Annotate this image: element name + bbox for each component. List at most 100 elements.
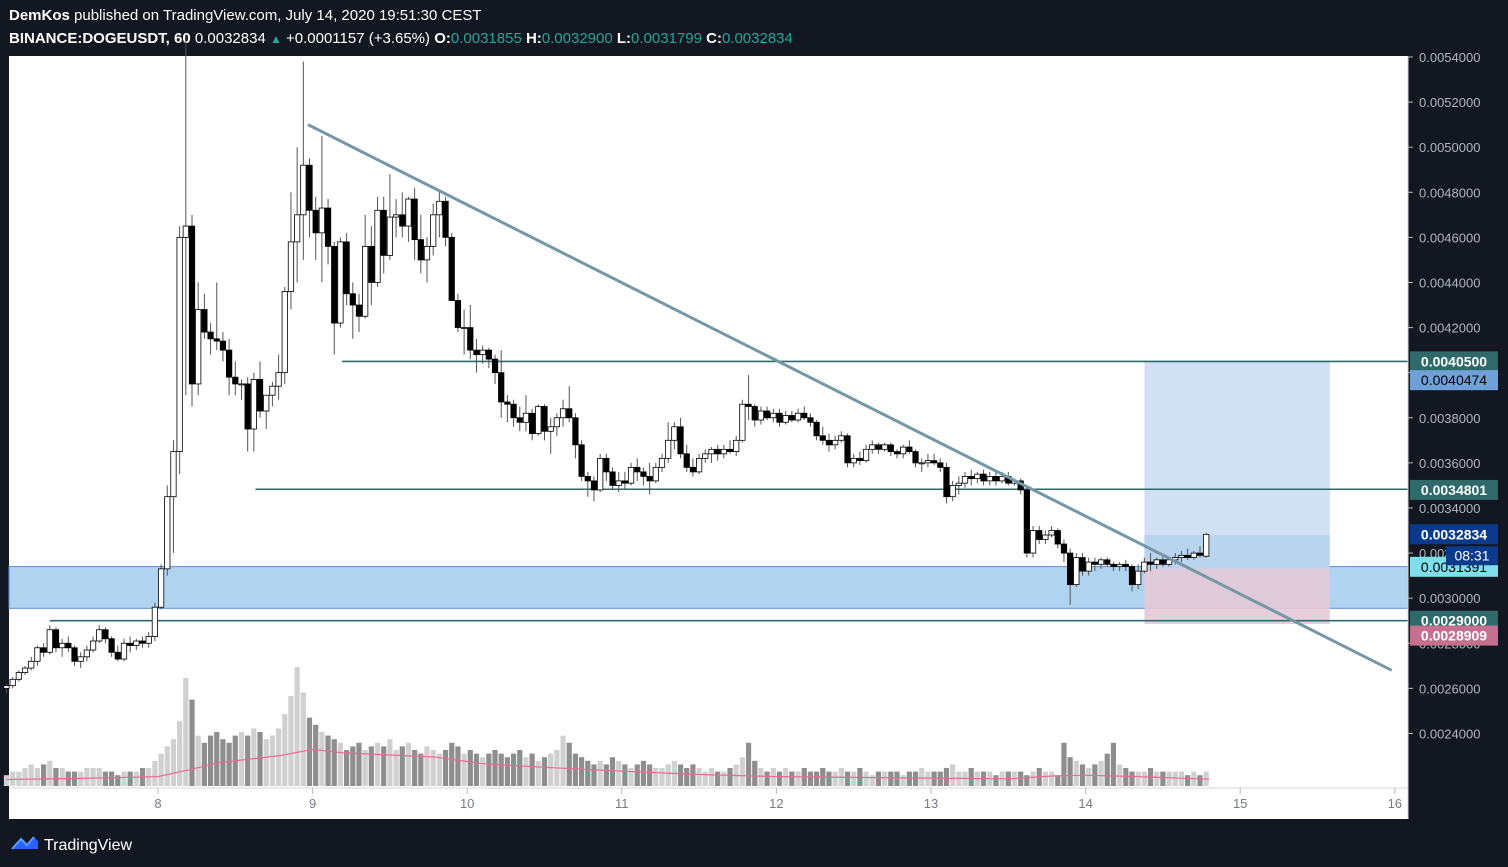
- volume-bar: [473, 753, 480, 786]
- candle-body: [992, 475, 1000, 482]
- volume-bar: [919, 768, 925, 786]
- candle-body: [108, 638, 115, 653]
- volume-bar: [844, 771, 851, 786]
- author-name[interactable]: DemKos: [9, 7, 70, 24]
- volume-bar: [331, 739, 337, 786]
- volume-bar: [882, 771, 888, 786]
- volume-bar: [1024, 775, 1030, 786]
- candle-body: [324, 207, 332, 247]
- volume-bar: [245, 735, 251, 786]
- time-tick-label: 9: [309, 796, 316, 811]
- time-axis[interactable]: 8 9 10 11 12 13 14 15 16: [154, 788, 1402, 811]
- open-label: O:: [434, 30, 451, 47]
- volume-bar: [257, 732, 263, 786]
- last-price: 0.0032834: [194, 30, 266, 47]
- volume-bar: [1110, 742, 1117, 786]
- volume-bar: [925, 771, 931, 786]
- candle-body: [1196, 552, 1204, 556]
- volume-bar: [752, 760, 758, 786]
- volume-bar: [96, 768, 102, 786]
- volume-bar: [1135, 771, 1141, 786]
- volume-bar: [634, 764, 640, 786]
- candle-body: [34, 647, 41, 662]
- candle-body: [182, 225, 189, 238]
- price-tick-label: 0.0036000: [1419, 456, 1480, 471]
- candle-body: [819, 435, 826, 441]
- volume-bar: [968, 768, 974, 786]
- level-lines-layer: [49, 360, 1408, 622]
- position-stop-zone[interactable]: [1144, 568, 1330, 625]
- candle-body: [102, 629, 109, 640]
- candle-body: [436, 200, 443, 216]
- close-label: C:: [706, 30, 722, 47]
- candle-body: [535, 406, 542, 434]
- candle-body: [875, 444, 882, 450]
- volume-bar: [863, 771, 869, 786]
- candle-body: [702, 453, 709, 459]
- candle-body: [1097, 559, 1105, 565]
- volume-bar: [851, 771, 857, 786]
- time-tick-label: 15: [1233, 796, 1247, 811]
- price-tick-label: 0.0044000: [1419, 275, 1480, 290]
- candle-body: [417, 239, 424, 261]
- volume-bar: [591, 764, 597, 786]
- candle-body: [739, 403, 746, 441]
- candle-body: [213, 338, 220, 342]
- volume-bar: [523, 757, 529, 786]
- volume-bar: [28, 764, 34, 786]
- low-value: 0.0031799: [631, 30, 702, 47]
- candle-body: [337, 241, 344, 324]
- volume-bar: [900, 775, 906, 786]
- volume-bar: [1048, 771, 1055, 786]
- volume-bar: [745, 742, 752, 786]
- candle-body: [232, 376, 239, 385]
- candle-body: [1110, 563, 1117, 567]
- candle-body: [386, 216, 394, 256]
- trendline-layer[interactable]: [307, 123, 1393, 672]
- volume-bar: [486, 753, 492, 786]
- candle-body: [887, 444, 894, 452]
- volume-bar: [300, 692, 306, 786]
- candle-body: [733, 439, 740, 452]
- candle-body: [374, 209, 381, 283]
- candle-body: [157, 568, 165, 608]
- volume-bar: [294, 667, 300, 786]
- position-target-zone[interactable]: [1144, 361, 1330, 536]
- candle-body: [1060, 543, 1068, 554]
- descending-trendline[interactable]: [307, 123, 1393, 672]
- candle-body: [195, 309, 202, 385]
- volume-bar: [480, 757, 486, 786]
- volume-bar: [492, 750, 498, 786]
- candle-body: [21, 667, 29, 673]
- candle-body: [912, 451, 919, 464]
- volume-bar: [84, 768, 90, 786]
- volume-bar: [993, 775, 999, 786]
- volume-bar: [325, 735, 331, 786]
- volume-bar: [498, 753, 504, 786]
- volume-bar: [585, 760, 591, 786]
- tradingview-logo[interactable]: TradingView: [10, 833, 132, 855]
- candle-body: [559, 408, 567, 419]
- candle-body: [943, 466, 950, 498]
- volume-bar: [1042, 771, 1049, 786]
- candle-body: [924, 460, 932, 464]
- price-label-text: 0.0029000: [1421, 613, 1487, 629]
- candle-body: [1036, 530, 1043, 540]
- candle-body: [547, 426, 554, 432]
- volume-bar: [418, 753, 424, 786]
- candle-body: [362, 245, 369, 317]
- candle-body: [609, 471, 616, 486]
- volume-bar: [535, 760, 541, 786]
- volume-bar: [1185, 775, 1191, 786]
- price-tick-label: 0.0048000: [1419, 185, 1480, 200]
- price-label-text: 0.0040500: [1421, 353, 1487, 369]
- low-label: L:: [616, 30, 632, 47]
- volume-bar: [517, 750, 523, 786]
- candle-body: [65, 642, 72, 649]
- candle-body: [392, 214, 400, 218]
- candle-body: [145, 636, 152, 644]
- volume-bar: [529, 753, 535, 786]
- candle-body: [207, 331, 214, 340]
- price-label-text: 0.0040474: [1421, 372, 1487, 388]
